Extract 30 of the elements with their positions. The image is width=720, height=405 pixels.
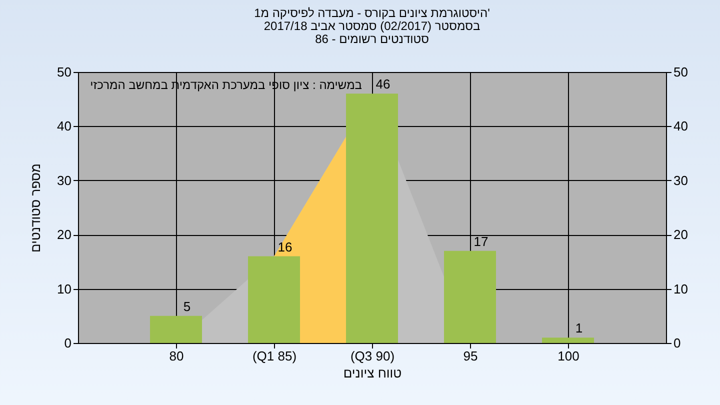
bar: [444, 250, 496, 343]
y2-tick-label: 20: [674, 227, 688, 242]
text: בסמסטר (02/2017) סמסטר אביב 2017/18: [264, 19, 480, 33]
y-tick-label: 10: [57, 281, 72, 296]
data-label: 46: [376, 76, 390, 92]
bar: [150, 316, 202, 343]
text: 86 - סטודנטים רשומים: [315, 32, 429, 46]
y-tick-label: 40: [57, 118, 72, 134]
x-tick-label: 100: [558, 348, 580, 364]
y2-tick-label: 0: [674, 336, 681, 350]
x-tick-label: (Q1 85): [252, 348, 297, 364]
bar: [542, 338, 594, 343]
y-tick-label: 20: [57, 227, 72, 242]
data-label: 1: [575, 320, 583, 336]
y2-tick-label: 30: [674, 172, 688, 188]
text: היסטוגרמת ציונים בקורס - מעבדה לפיסיקה מ1': [254, 6, 490, 20]
x-tick-label: 80: [169, 348, 184, 364]
x-tick-label: 95: [463, 348, 478, 364]
y-tick-label: 50: [57, 64, 72, 80]
y2-tick-label: 50: [674, 64, 688, 80]
x-axis-title: טווח ציונים: [343, 366, 402, 380]
y2-tick-label: 10: [674, 281, 688, 296]
y-tick-label: 30: [57, 172, 72, 188]
y-tick-label: 0: [64, 336, 72, 350]
x-tick-label: (Q3 90): [350, 348, 395, 364]
data-label: 16: [278, 239, 292, 254]
y-axis-title: מספר סטודנטים: [28, 164, 44, 252]
data-label: 17: [474, 234, 488, 249]
y2-tick-label: 40: [674, 118, 688, 134]
data-label: 5: [183, 298, 191, 314]
